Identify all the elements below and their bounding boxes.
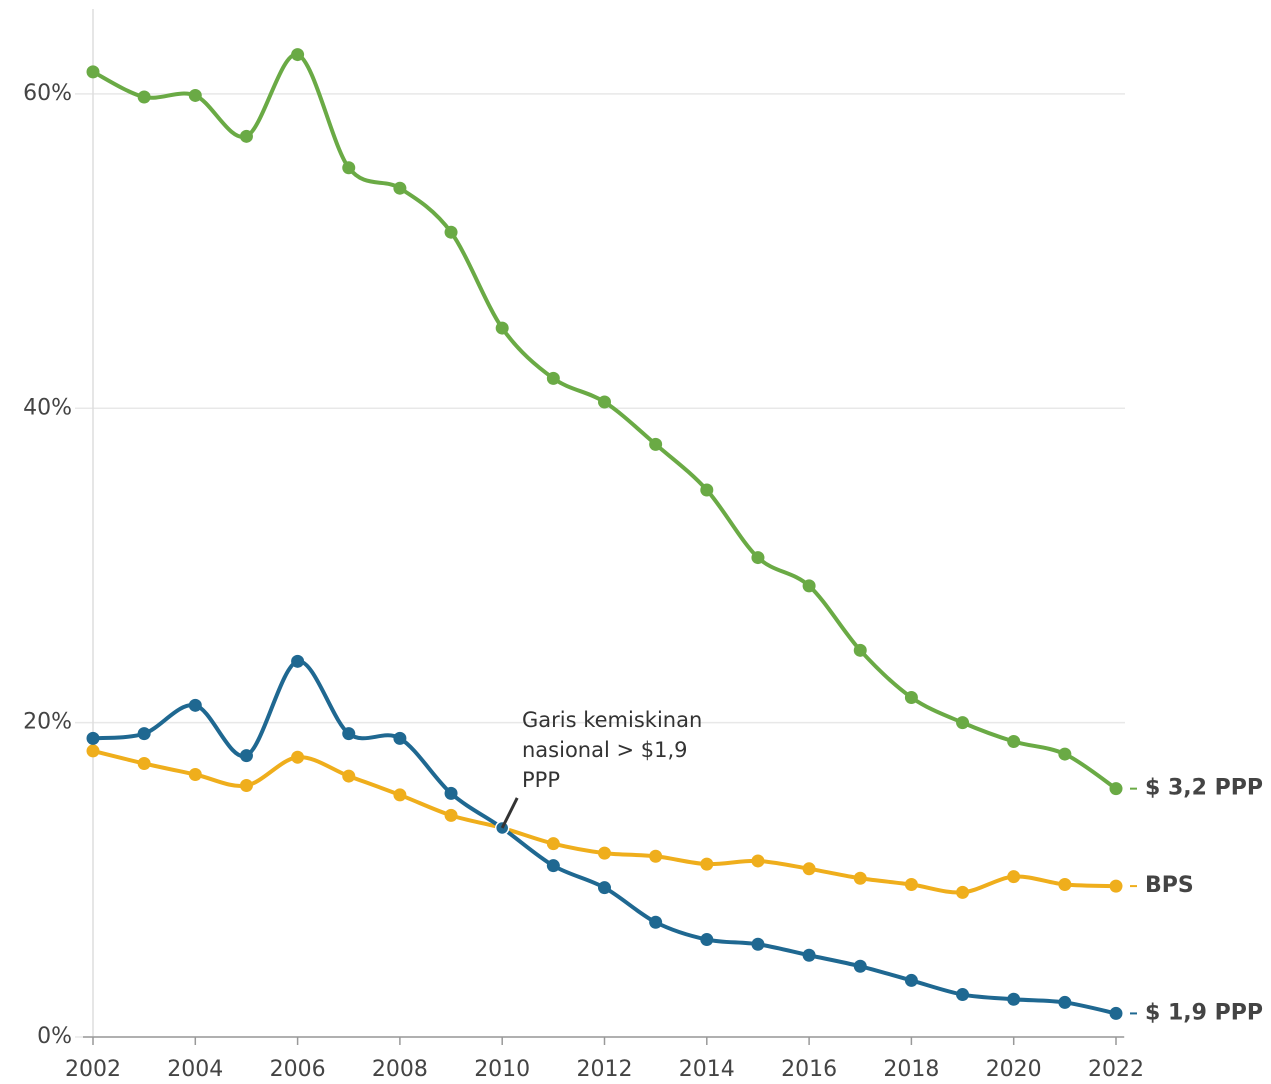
point [853, 643, 867, 657]
point [956, 885, 970, 899]
point [291, 48, 305, 62]
point [1109, 1006, 1123, 1020]
y-tick-label: 20% [23, 710, 72, 735]
point [546, 371, 560, 385]
point [393, 181, 407, 195]
point [1109, 782, 1123, 796]
point [904, 690, 918, 704]
annotation-pointer [500, 797, 519, 829]
point [598, 395, 611, 409]
point [956, 716, 970, 730]
point [546, 859, 560, 873]
point [649, 437, 663, 451]
point [1007, 734, 1021, 748]
point [188, 767, 202, 781]
point [495, 321, 509, 335]
point [239, 129, 253, 143]
x-tick-label: 2022 [1088, 1057, 1144, 1082]
point [137, 727, 151, 741]
point [86, 731, 100, 745]
point [444, 786, 458, 800]
point [904, 878, 918, 892]
point [751, 937, 765, 951]
series-label: $ 1,9 PPP [1145, 1000, 1263, 1025]
point [86, 65, 100, 79]
y-tick-label: 0% [37, 1024, 72, 1049]
point [649, 915, 663, 929]
point [239, 779, 253, 793]
point [904, 973, 918, 987]
point [700, 483, 714, 497]
x-tick-label: 2010 [474, 1057, 530, 1082]
series-label: $ 3,2 PPP [1145, 776, 1263, 801]
point [700, 933, 714, 947]
point [598, 846, 611, 860]
series-label: BPS [1145, 873, 1194, 898]
x-tick-label: 2006 [270, 1057, 326, 1082]
point [751, 551, 765, 565]
point [1058, 747, 1072, 761]
point [802, 948, 816, 962]
point [137, 90, 151, 104]
point [342, 727, 356, 741]
point [342, 769, 356, 783]
point [444, 225, 458, 239]
point [188, 88, 202, 102]
point [598, 881, 611, 895]
annotation-point [494, 820, 510, 836]
point [956, 988, 970, 1002]
point [393, 788, 407, 802]
point [291, 654, 305, 668]
point [1058, 995, 1072, 1009]
point [1058, 878, 1072, 892]
x-tick-label: 2012 [577, 1057, 633, 1082]
x-tick-label: 2002 [65, 1057, 121, 1082]
series-line [92, 52, 1118, 791]
point [1109, 879, 1123, 893]
y-tick-label: 40% [23, 395, 72, 420]
point [188, 698, 202, 712]
x-tick-label: 2014 [679, 1057, 735, 1082]
x-tick-label: 2020 [986, 1057, 1042, 1082]
point [86, 744, 100, 758]
x-tick-label: 2004 [167, 1057, 223, 1082]
point [444, 808, 458, 822]
point [1007, 992, 1021, 1006]
point [546, 837, 560, 851]
point [137, 756, 151, 770]
point [239, 749, 253, 763]
point [802, 579, 816, 593]
point [291, 750, 305, 764]
point [853, 959, 867, 973]
point [853, 871, 867, 885]
point [1007, 870, 1021, 884]
point [342, 161, 356, 175]
point [393, 731, 407, 745]
x-tick-label: 2018 [883, 1057, 939, 1082]
series-line [92, 659, 1117, 1016]
point [802, 862, 816, 876]
point [751, 854, 765, 868]
x-tick-label: 2016 [781, 1057, 837, 1082]
point [700, 857, 714, 871]
x-tick-label: 2008 [372, 1057, 428, 1082]
y-tick-label: 60% [23, 81, 72, 106]
point [649, 849, 663, 863]
annotation: Garis kemiskinan nasional > $1,9 PPP [522, 708, 703, 792]
